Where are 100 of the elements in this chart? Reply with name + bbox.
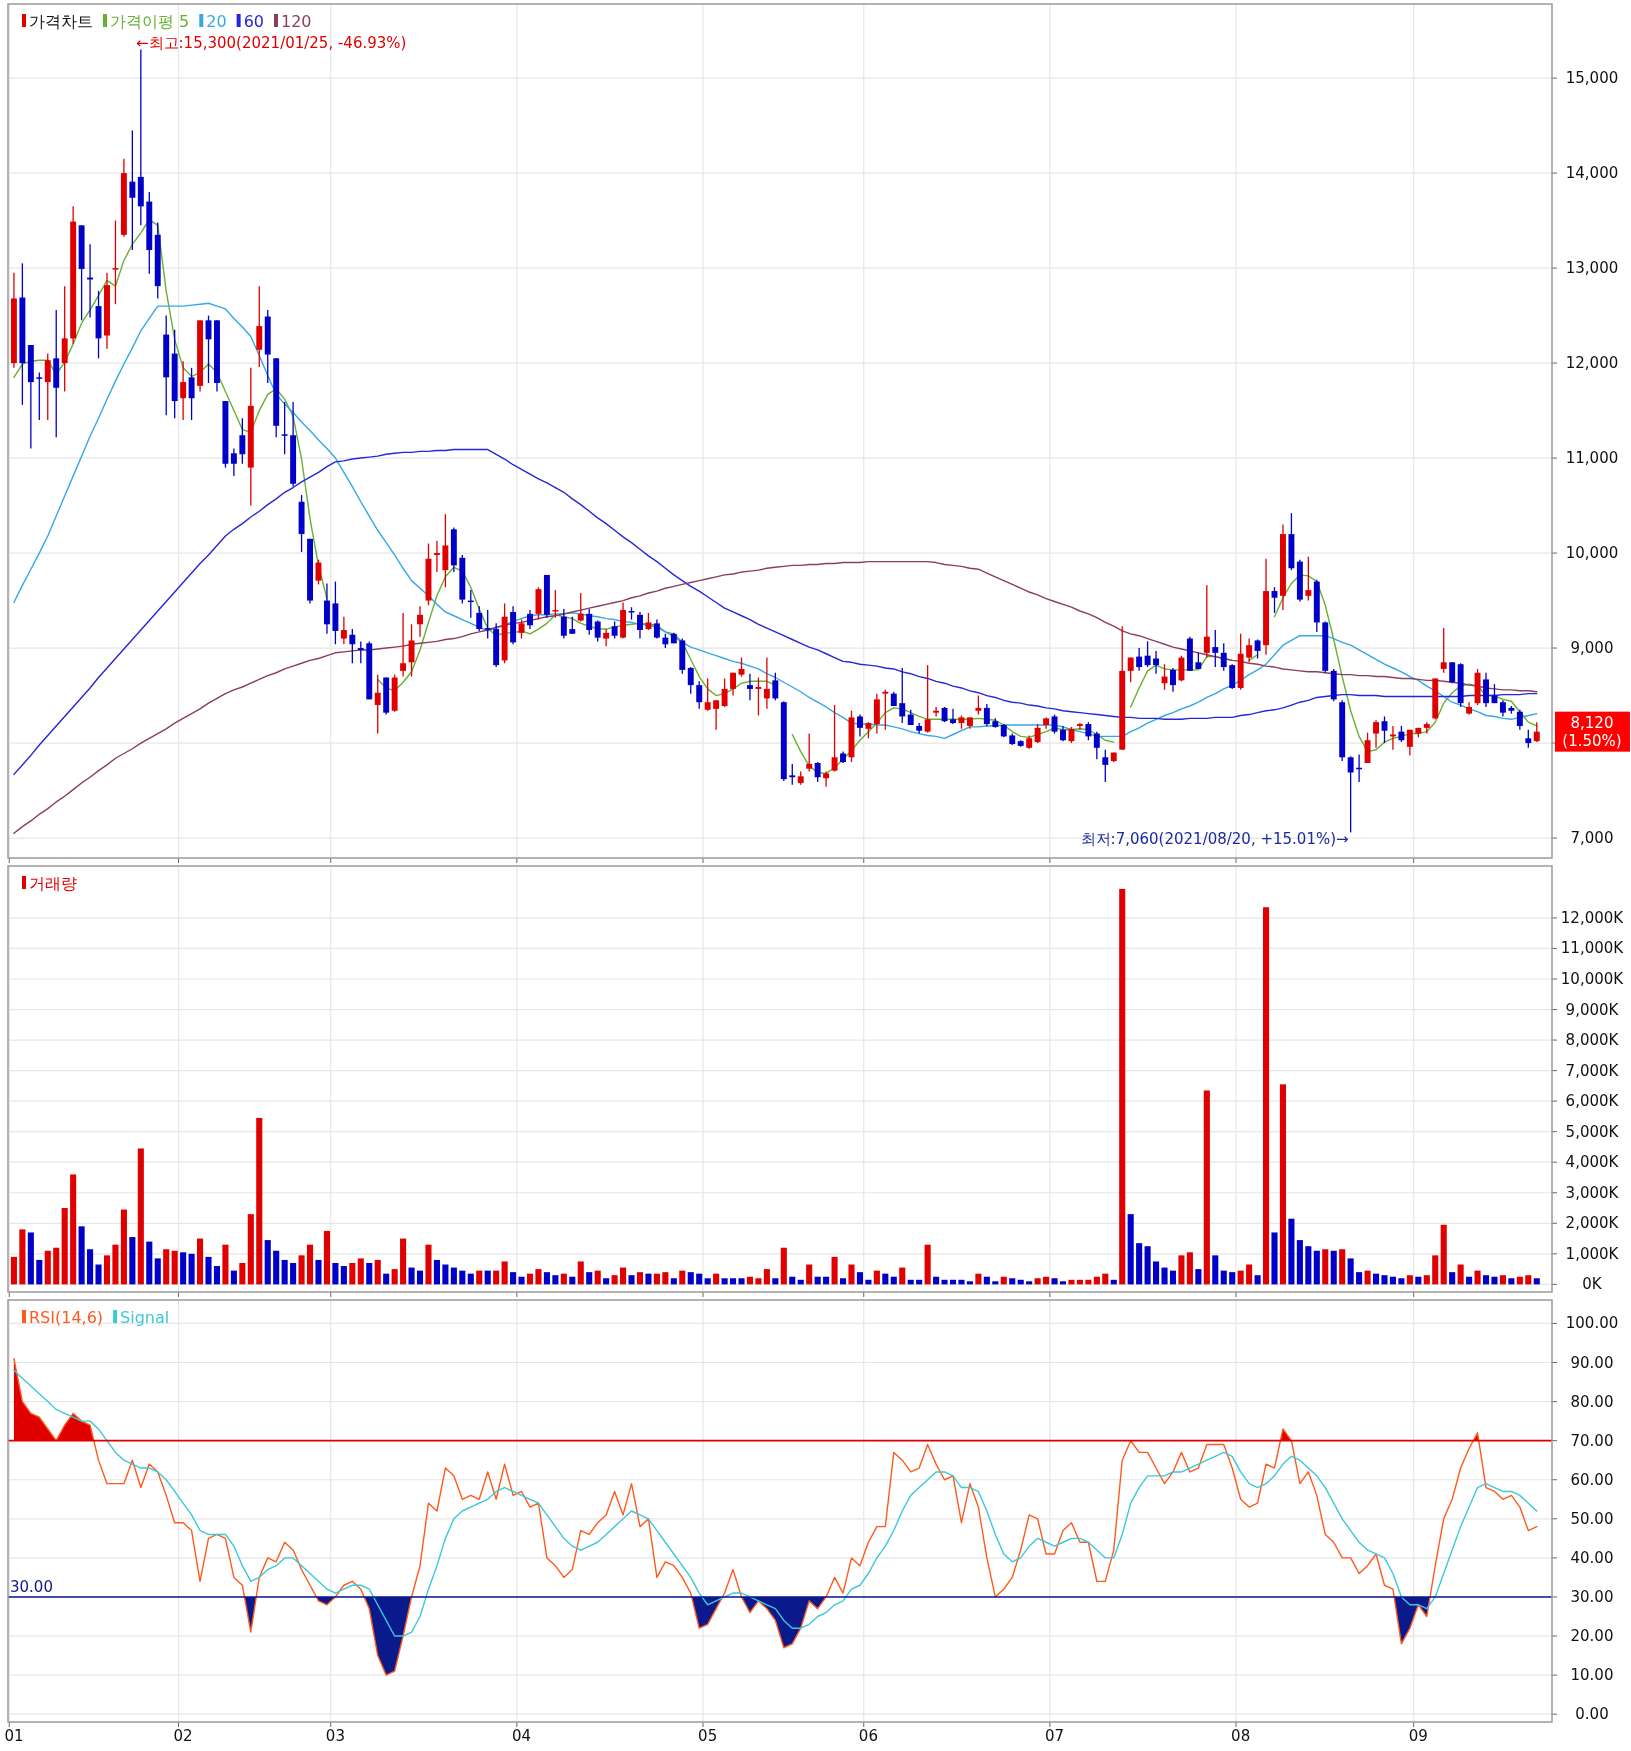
y-tick-label: 12,000K	[1560, 908, 1625, 927]
candlestick	[586, 608, 593, 636]
bar	[1068, 1279, 1075, 1285]
candlestick	[1516, 709, 1523, 731]
x-tick-label: 08	[1231, 1727, 1251, 1745]
candlestick	[1170, 667, 1176, 693]
candlestick	[1525, 729, 1532, 749]
bar	[1178, 1255, 1185, 1285]
bar	[662, 1272, 669, 1285]
bar	[146, 1241, 153, 1285]
y-tick-label: 0.00	[1575, 1705, 1609, 1724]
bar	[264, 1240, 271, 1285]
y-tick-label: 8,000K	[1565, 1031, 1620, 1050]
bar	[856, 1272, 863, 1285]
candlestick	[36, 371, 43, 421]
candlestick	[823, 770, 830, 788]
bar	[611, 1275, 618, 1285]
bar	[383, 1273, 390, 1285]
candlestick	[188, 367, 195, 421]
candlestick	[924, 664, 931, 734]
bar	[87, 1249, 94, 1285]
bar	[1237, 1270, 1244, 1285]
candlestick	[1271, 586, 1278, 614]
y-tick-label: 70.00	[1570, 1431, 1614, 1450]
bar	[899, 1267, 906, 1285]
bar	[1364, 1270, 1371, 1285]
bar	[645, 1273, 652, 1285]
bar	[180, 1252, 187, 1285]
legend-label: 20	[206, 11, 227, 31]
bar	[1263, 907, 1270, 1285]
bar	[1271, 1232, 1278, 1285]
bar	[1330, 1250, 1337, 1285]
bar	[958, 1279, 965, 1285]
candlestick	[1406, 729, 1413, 757]
bar	[95, 1264, 102, 1285]
candlestick	[527, 609, 533, 630]
candlestick	[1483, 672, 1489, 708]
bar	[281, 1259, 288, 1285]
bar	[493, 1270, 500, 1285]
bar	[628, 1275, 635, 1285]
candlestick	[374, 674, 381, 735]
y-tick-label: 60.00	[1570, 1470, 1614, 1489]
bar	[366, 1262, 373, 1285]
bar	[535, 1269, 542, 1285]
bar	[112, 1244, 119, 1285]
candlestick	[357, 640, 364, 664]
x-tick-label: 05	[698, 1727, 718, 1745]
candlestick	[417, 605, 423, 638]
bar	[1051, 1278, 1058, 1285]
bar	[1482, 1275, 1490, 1285]
bar	[1153, 1261, 1160, 1285]
bar	[780, 1247, 787, 1285]
bar	[1229, 1272, 1236, 1285]
bar	[1161, 1267, 1168, 1285]
bar	[1288, 1218, 1295, 1285]
bar	[332, 1262, 339, 1285]
candlestick	[772, 672, 779, 701]
candlestick	[230, 447, 237, 477]
bar	[696, 1273, 703, 1285]
y-tick-label: 40.00	[1570, 1548, 1614, 1567]
bar	[78, 1226, 85, 1285]
bar	[1356, 1272, 1363, 1285]
bar	[1279, 1084, 1287, 1285]
legend-label: 가격차트	[29, 11, 93, 31]
bar	[738, 1278, 745, 1285]
bar	[1034, 1278, 1041, 1285]
bar	[450, 1267, 457, 1285]
bar	[222, 1244, 229, 1285]
candlestick	[713, 699, 720, 731]
bar	[1212, 1255, 1219, 1285]
candlestick	[747, 673, 753, 701]
candlestick	[44, 352, 51, 421]
bar	[839, 1278, 847, 1285]
bar	[416, 1270, 424, 1285]
bar	[247, 1214, 254, 1285]
legend-label: Signal	[120, 1307, 170, 1327]
y-tick-label: 30.00	[1570, 1587, 1614, 1606]
bar	[1474, 1270, 1481, 1285]
bar	[53, 1247, 60, 1285]
bar	[476, 1270, 483, 1285]
legend-label: 거래량	[29, 873, 77, 893]
bar	[882, 1273, 889, 1285]
candlestick	[704, 677, 711, 712]
x-tick-label: 02	[173, 1727, 193, 1745]
legend-label: 60	[243, 11, 264, 31]
bar	[1009, 1278, 1016, 1285]
candlestick	[281, 401, 288, 455]
bar	[1203, 1090, 1210, 1285]
y-tick-label: 90.00	[1570, 1353, 1614, 1372]
y-tick-label: 0K	[1582, 1275, 1603, 1294]
candlestick	[323, 582, 330, 635]
bar	[36, 1259, 43, 1285]
y-tick-label: 5,000K	[1565, 1122, 1620, 1141]
bar	[1381, 1275, 1388, 1285]
y-tick-label: 50.00	[1570, 1509, 1614, 1528]
candlestick	[484, 609, 491, 640]
bar	[1144, 1246, 1151, 1285]
candlestick	[408, 623, 415, 678]
bar	[755, 1278, 762, 1285]
candlestick	[577, 592, 584, 623]
